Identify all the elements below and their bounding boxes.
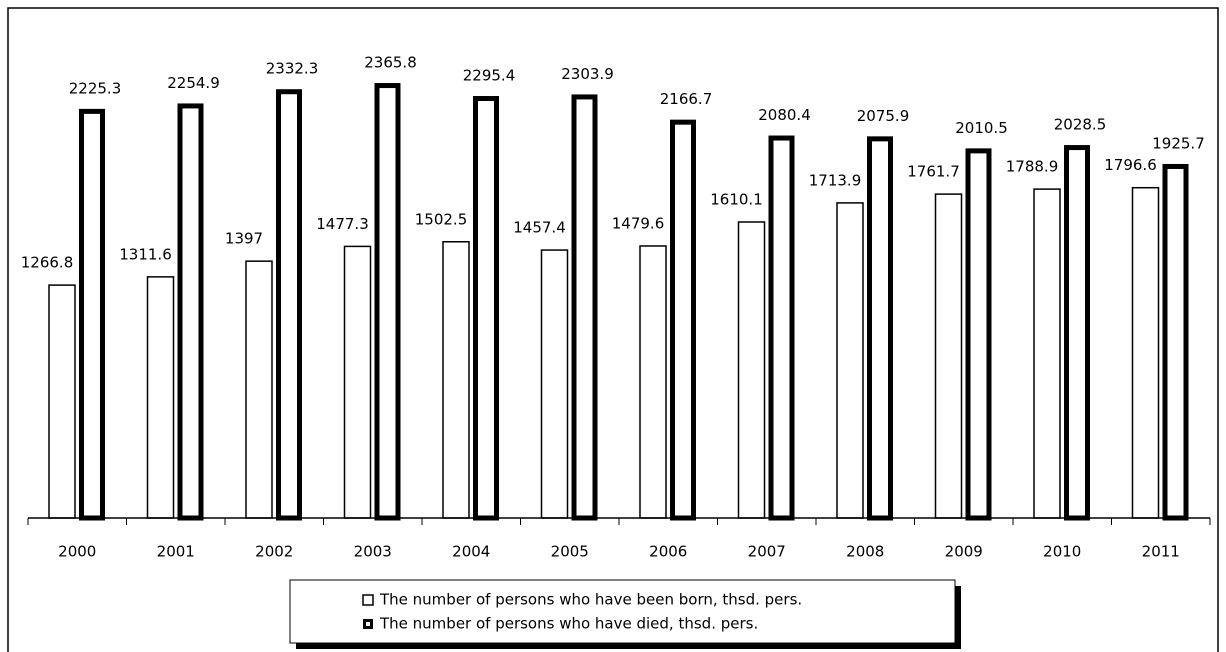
- x-tick-label: 2007: [748, 543, 786, 561]
- data-label: 2303.9: [561, 65, 614, 83]
- data-label: 1761.7: [907, 163, 960, 181]
- bar: [245, 260, 273, 519]
- bar: [177, 103, 204, 521]
- bar: [1033, 188, 1061, 519]
- legend-box: [289, 579, 956, 644]
- bar: [965, 148, 992, 521]
- bar: [836, 202, 864, 519]
- bar: [374, 83, 401, 521]
- x-tick-label: 2003: [354, 543, 392, 561]
- bar: [473, 95, 499, 521]
- data-label: 1610.1: [710, 190, 763, 208]
- data-label: 2075.9: [857, 107, 910, 125]
- bar: [670, 119, 696, 521]
- data-label: 1788.9: [1006, 158, 1059, 176]
- data-label: 1266.8: [21, 254, 74, 272]
- x-tick-label: 2005: [551, 543, 589, 561]
- data-label: 1397: [225, 230, 263, 248]
- legend-marker: [362, 594, 374, 606]
- legend-label: The number of persons who have been born…: [379, 591, 802, 609]
- bar: [737, 221, 766, 519]
- bar: [276, 89, 302, 521]
- bar: [146, 276, 175, 519]
- data-label: 2028.5: [1054, 116, 1107, 134]
- data-label: 1502.5: [415, 210, 468, 228]
- x-tick-label: 2001: [157, 543, 195, 561]
- x-tick-label: 2011: [1142, 543, 1180, 561]
- data-label: 2254.9: [167, 74, 220, 92]
- x-tick-label: 2004: [452, 543, 490, 561]
- data-label: 1925.7: [1152, 134, 1205, 152]
- bar: [442, 241, 470, 519]
- bar: [1064, 145, 1090, 521]
- data-label: 2166.7: [660, 90, 713, 108]
- bar: [1131, 186, 1160, 519]
- data-label: 2225.3: [69, 79, 122, 97]
- bar: [79, 108, 105, 521]
- bar: [48, 284, 76, 519]
- data-label: 1479.6: [612, 214, 665, 232]
- data-label: 2332.3: [266, 60, 319, 78]
- bar: [768, 135, 795, 521]
- legend-label: The number of persons who have died, ths…: [379, 615, 758, 633]
- data-label: 1477.3: [316, 215, 369, 233]
- data-label: 1713.9: [809, 171, 862, 189]
- chart-border: [7, 7, 1219, 652]
- data-label: 2080.4: [758, 106, 811, 124]
- bar: [343, 245, 372, 519]
- bar: [571, 94, 598, 521]
- bar: [540, 249, 569, 519]
- data-label: 2010.5: [955, 119, 1008, 137]
- x-tick-label: 2008: [846, 543, 884, 561]
- bar: [639, 245, 667, 519]
- data-label: 2295.4: [463, 66, 516, 84]
- x-tick-label: 2009: [945, 543, 983, 561]
- legend-marker: [363, 619, 373, 629]
- bar: [867, 136, 893, 521]
- bar: [934, 193, 963, 519]
- data-label: 1796.6: [1104, 156, 1157, 174]
- x-tick-label: 2000: [58, 543, 96, 561]
- bar: [1162, 163, 1189, 521]
- data-label: 1311.6: [119, 245, 172, 263]
- data-label: 2365.8: [364, 54, 417, 72]
- x-tick-label: 2002: [255, 543, 293, 561]
- x-tick-label: 2006: [649, 543, 687, 561]
- data-label: 1457.4: [513, 219, 566, 237]
- x-tick-label: 2010: [1043, 543, 1081, 561]
